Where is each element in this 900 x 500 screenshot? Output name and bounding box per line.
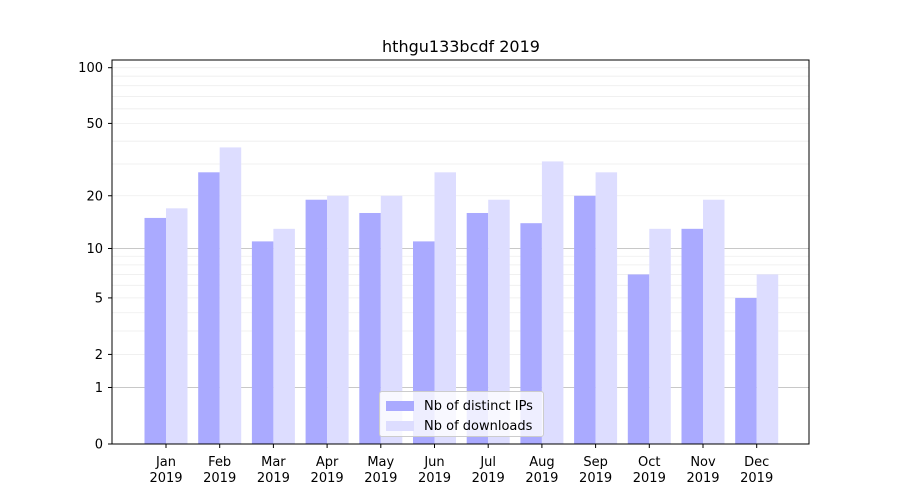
x-tick-label-year: 2019 (686, 471, 719, 486)
x-tick-label-month: Sep (583, 455, 608, 470)
x-tick-label-month: May (367, 455, 394, 470)
x-tick-label-year: 2019 (311, 471, 344, 486)
x-axis-ticks: Jan2019Feb2019Mar2019Apr2019May2019Jun20… (149, 444, 773, 486)
bar-downloads-oct (649, 228, 671, 444)
chart-title: hthgu133bcdf 2019 (382, 37, 540, 56)
bar-downloads-dec (756, 274, 779, 444)
x-tick-label-year: 2019 (203, 471, 236, 486)
x-tick-label-year: 2019 (633, 471, 666, 486)
x-tick-label-year: 2019 (364, 471, 397, 486)
x-tick-label-month: Oct (638, 455, 660, 470)
y-tick-label: 10 (86, 242, 103, 257)
legend: Nb of distinct IPs Nb of downloads (379, 391, 544, 437)
x-tick-label-year: 2019 (472, 471, 505, 486)
bar-ips-jul (466, 212, 489, 444)
x-tick-label-month: Mar (261, 455, 286, 470)
y-tick-label: 5 (95, 291, 103, 306)
plot-frame (111, 59, 810, 445)
x-tick-label-year: 2019 (418, 471, 451, 486)
bar-ips-jan (144, 217, 166, 444)
bar-ips-nov (681, 228, 703, 444)
x-tick-label-year: 2019 (149, 471, 182, 486)
bar-downloads-sep (595, 172, 618, 444)
x-tick-label-month: Feb (208, 455, 231, 470)
bar-ips-oct (627, 274, 650, 444)
bar-downloads-aug (541, 161, 564, 444)
bar-ips-sep (574, 195, 596, 444)
legend-item-downloads: Nb of downloads (386, 416, 537, 436)
bar-ips-mar (251, 241, 274, 444)
x-tick-label-year: 2019 (740, 471, 773, 486)
bar-ips-dec (735, 297, 757, 444)
legend-swatch-ips (386, 401, 414, 411)
bar-downloads-nov (703, 199, 725, 444)
bar-downloads-apr (327, 195, 349, 444)
x-tick-label-month: Jul (479, 455, 496, 470)
bar-downloads-feb (219, 147, 242, 444)
bar-downloads-jul (488, 199, 510, 444)
bar-downloads-mar (273, 228, 295, 444)
x-tick-label-month: Aug (529, 455, 554, 470)
x-tick-label-month: Apr (316, 455, 339, 470)
x-tick-label-month: Jun (423, 455, 444, 470)
bar-ips-feb (198, 172, 220, 444)
x-tick-label-month: Jan (155, 455, 176, 470)
bar-downloads-jun (434, 172, 456, 444)
x-tick-label-year: 2019 (257, 471, 290, 486)
x-tick-label-month: Nov (690, 455, 716, 470)
x-tick-label-month: Dec (744, 455, 769, 470)
y-tick-label: 1 (95, 381, 103, 396)
bar-downloads-jan (166, 208, 188, 444)
bar-ips-aug (520, 223, 542, 444)
y-tick-label: 20 (86, 189, 103, 204)
bar-ips-may (359, 212, 381, 444)
y-tick-label: 2 (95, 348, 103, 363)
y-tick-label: 50 (86, 117, 103, 132)
x-tick-label-year: 2019 (525, 471, 558, 486)
y-axis-ticks: 0 1 2 5 10 20 50 100 (78, 61, 112, 453)
legend-swatch-downloads (386, 421, 414, 431)
legend-item-ips: Nb of distinct IPs (386, 396, 537, 416)
y-tick-label: 0 (95, 438, 103, 453)
bars (144, 147, 779, 444)
x-tick-label-year: 2019 (579, 471, 612, 486)
legend-label-downloads: Nb of downloads (424, 418, 533, 434)
legend-label-ips: Nb of distinct IPs (424, 398, 533, 414)
bar-ips-apr (305, 199, 328, 444)
bar-downloads-may (380, 195, 403, 444)
y-tick-label: 100 (78, 61, 103, 76)
